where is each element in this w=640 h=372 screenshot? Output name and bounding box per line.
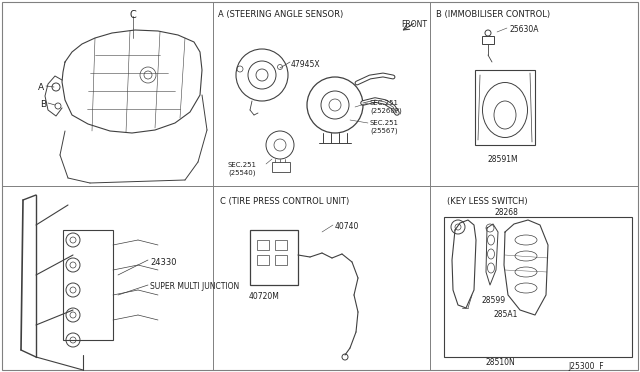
Text: 28268: 28268 [494, 208, 518, 217]
Text: 24330: 24330 [150, 258, 177, 267]
Text: C: C [130, 10, 137, 20]
Text: B: B [40, 100, 46, 109]
Bar [250, 230, 298, 285]
Text: 28591M: 28591M [488, 155, 518, 164]
Text: 40740: 40740 [335, 222, 360, 231]
Text: 28510N: 28510N [485, 358, 515, 367]
Bar [275, 240, 287, 250]
Text: SEC.251
(25540): SEC.251 (25540) [228, 162, 257, 176]
Text: FRONT: FRONT [401, 20, 427, 29]
Text: A (STEERING ANGLE SENSOR): A (STEERING ANGLE SENSOR) [218, 10, 343, 19]
Bar [257, 255, 269, 265]
Text: (KEY LESS SWITCH): (KEY LESS SWITCH) [447, 197, 527, 206]
Bar [444, 217, 632, 357]
Bar [275, 255, 287, 265]
Text: SEC.251
(25260P): SEC.251 (25260P) [370, 100, 402, 113]
Bar [272, 162, 290, 172]
Bar [257, 240, 269, 250]
Text: SEC.251
(25567): SEC.251 (25567) [370, 120, 399, 134]
Text: 47945X: 47945X [291, 60, 321, 69]
Text: 285A1: 285A1 [494, 310, 518, 319]
Text: C (TIRE PRESS CONTROL UNIT): C (TIRE PRESS CONTROL UNIT) [220, 197, 349, 206]
Text: J25300  F: J25300 F [568, 362, 604, 371]
Bar [482, 36, 494, 44]
Text: 40720M: 40720M [248, 292, 280, 301]
Text: 25630A: 25630A [510, 25, 540, 34]
Bar [475, 70, 535, 145]
Text: SUPER MULTI JUNCTION: SUPER MULTI JUNCTION [150, 282, 239, 291]
Text: A: A [38, 83, 44, 92]
Text: 28599: 28599 [482, 296, 506, 305]
Text: B (IMMOBILISER CONTROL): B (IMMOBILISER CONTROL) [436, 10, 550, 19]
Bar [63, 230, 113, 340]
